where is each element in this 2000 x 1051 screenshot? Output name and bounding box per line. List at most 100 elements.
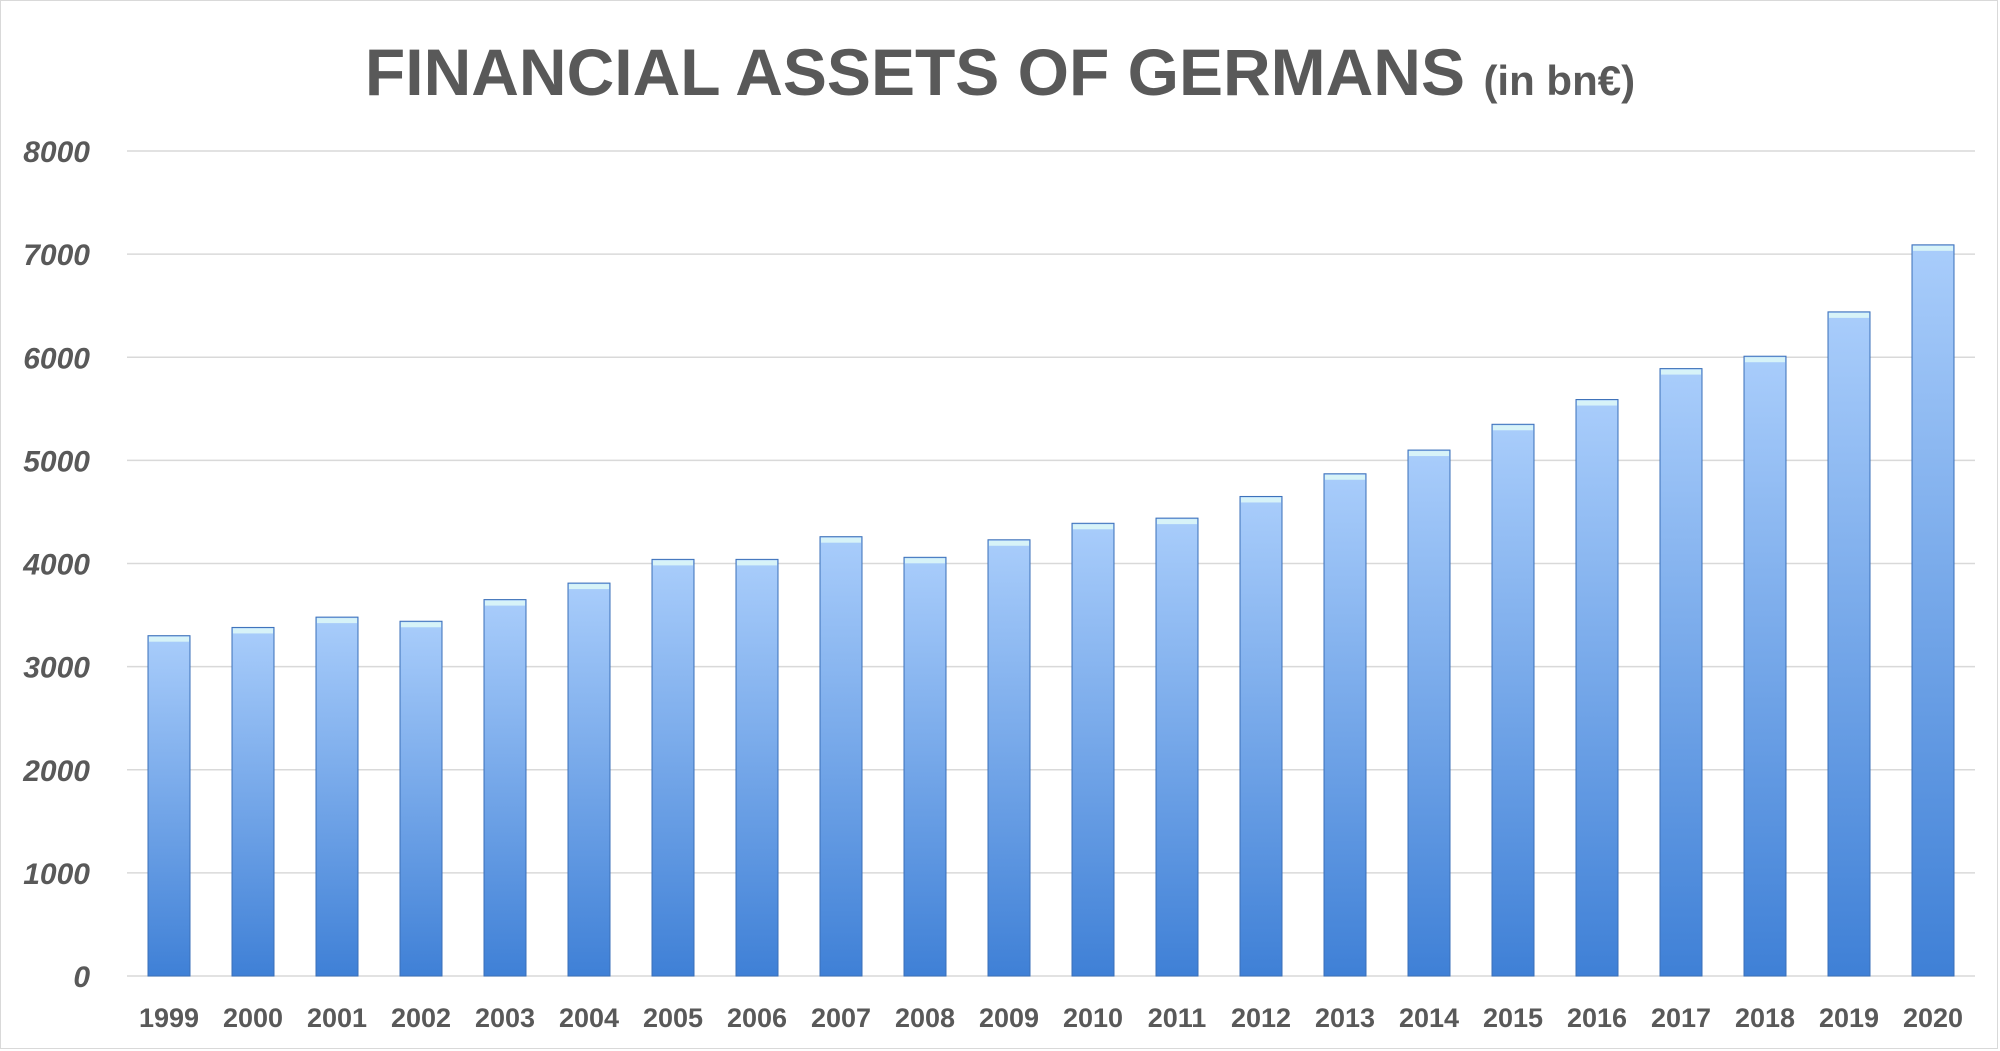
y-tick-label: 4000 (22, 549, 90, 582)
x-tick-label: 2019 (1819, 1003, 1879, 1033)
bar-highlight (1661, 370, 1701, 375)
chart-subtitle: (in bn€) (1483, 57, 1635, 104)
bar-highlight (569, 584, 609, 589)
x-tick-label: 2014 (1399, 1003, 1459, 1033)
chart-title: FINANCIAL ASSETS OF GERMANS (365, 35, 1465, 109)
x-tick-label: 2007 (811, 1003, 871, 1033)
bar-highlight (1241, 497, 1281, 502)
bar-2015 (1492, 424, 1534, 976)
bar-highlight (401, 622, 441, 627)
bar-1999 (148, 636, 190, 976)
bar-2010 (1072, 523, 1114, 976)
bar-highlight (1157, 519, 1197, 524)
bar (1324, 474, 1366, 976)
bar (1660, 369, 1702, 976)
bar-2013 (1324, 474, 1366, 976)
x-tick-label: 2000 (223, 1003, 283, 1033)
bar-2020 (1912, 245, 1954, 976)
x-tick-label: 2018 (1735, 1003, 1795, 1033)
bar-2005 (652, 559, 694, 976)
bar-2012 (1240, 496, 1282, 976)
y-axis-ticks: 0 1000 2000 3000 4000 5000 6000 7000 8000 (22, 136, 90, 994)
bar-2018 (1744, 356, 1786, 976)
x-tick-label: 2017 (1651, 1003, 1711, 1033)
bar-2009 (988, 540, 1030, 976)
y-tick-label: 5000 (23, 445, 90, 478)
bar-2000 (232, 627, 274, 976)
bar (820, 537, 862, 976)
bar-2017 (1660, 369, 1702, 976)
bar (904, 557, 946, 976)
bar (568, 583, 610, 976)
x-tick-label: 2013 (1315, 1003, 1375, 1033)
bar (1744, 356, 1786, 976)
bar-highlight (149, 637, 189, 642)
x-tick-label: 2020 (1903, 1003, 1963, 1033)
bars (148, 245, 1954, 976)
y-tick-label: 2000 (22, 755, 90, 788)
bar-2014 (1408, 450, 1450, 976)
x-tick-label: 1999 (139, 1003, 199, 1033)
x-axis-ticks: 1999 2000 2001 2002 2003 2004 2005 2006 2007 2008… (139, 1003, 1963, 1033)
bar (1912, 245, 1954, 976)
bar-highlight (1745, 357, 1785, 362)
bar-highlight (1577, 401, 1617, 406)
x-tick-label: 2001 (307, 1003, 367, 1033)
bar (1492, 424, 1534, 976)
bar (316, 617, 358, 976)
bar (1828, 312, 1870, 976)
bar-highlight (905, 558, 945, 563)
bar-2016 (1576, 400, 1618, 976)
y-tick-label: 1000 (23, 858, 90, 891)
bar (400, 621, 442, 976)
bar (1156, 518, 1198, 976)
bar (1408, 450, 1450, 976)
bar-highlight (1409, 451, 1449, 456)
bar-highlight (233, 628, 273, 633)
x-tick-label: 2002 (391, 1003, 451, 1033)
bar (988, 540, 1030, 976)
bar-2002 (400, 621, 442, 976)
bar-highlight (1325, 475, 1365, 480)
bar-highlight (1073, 524, 1113, 529)
x-tick-label: 2005 (643, 1003, 703, 1033)
x-tick-label: 2010 (1063, 1003, 1123, 1033)
bar-highlight (317, 618, 357, 623)
bar-2004 (568, 583, 610, 976)
bar (652, 559, 694, 976)
bar (232, 627, 274, 976)
bar-2019 (1828, 312, 1870, 976)
y-tick-label: 8000 (23, 136, 90, 169)
bar (1576, 400, 1618, 976)
bar-highlight (989, 541, 1029, 546)
y-tick-label: 6000 (23, 342, 90, 375)
bar (484, 600, 526, 976)
bar (148, 636, 190, 976)
x-tick-label: 2009 (979, 1003, 1039, 1033)
bar-2008 (904, 557, 946, 976)
x-tick-label: 2015 (1483, 1003, 1543, 1033)
bar-highlight (1829, 313, 1869, 318)
x-tick-label: 2012 (1231, 1003, 1291, 1033)
bar-highlight (821, 538, 861, 543)
x-tick-label: 2016 (1567, 1003, 1627, 1033)
bar-2007 (820, 537, 862, 976)
bar-2003 (484, 600, 526, 976)
x-tick-label: 2008 (895, 1003, 955, 1033)
bar-2011 (1156, 518, 1198, 976)
bar-highlight (653, 560, 693, 565)
bar (1072, 523, 1114, 976)
bar-2001 (316, 617, 358, 976)
bar (1240, 496, 1282, 976)
chart-title-group: FINANCIAL ASSETS OF GERMANS (in bn€) (365, 35, 1635, 109)
y-tick-label: 0 (73, 961, 90, 994)
bar-highlight (1913, 246, 1953, 251)
x-tick-label: 2003 (475, 1003, 535, 1033)
bar (736, 559, 778, 976)
bar-highlight (737, 560, 777, 565)
bar-2006 (736, 559, 778, 976)
bar-highlight (485, 601, 525, 606)
x-tick-label: 2011 (1148, 1003, 1207, 1033)
x-tick-label: 2006 (727, 1003, 787, 1033)
